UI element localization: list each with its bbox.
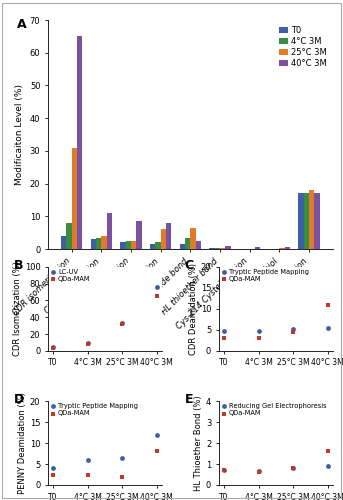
Y-axis label: PENNY Deamidation (%): PENNY Deamidation (%): [18, 392, 27, 494]
Text: A: A: [17, 18, 26, 30]
Bar: [215, 248, 220, 249]
Reducing Gel Electrophoresis: [290, 464, 296, 472]
Bar: [66, 223, 72, 249]
Bar: [96, 238, 101, 249]
Bar: [180, 244, 185, 249]
LC-UV: [50, 342, 56, 350]
QDa-MAM: [290, 328, 296, 336]
Bar: [220, 248, 225, 249]
Legend: LC-UV, QDa-MAM: LC-UV, QDa-MAM: [49, 268, 91, 283]
QDa-MAM: [85, 470, 91, 478]
LC-UV: [154, 283, 159, 291]
Y-axis label: Modificaiton Level (%): Modificaiton Level (%): [15, 84, 24, 185]
Legend: Tryptic Peptide Mapping, QDa-MAM: Tryptic Peptide Mapping, QDa-MAM: [220, 268, 309, 283]
Bar: [120, 242, 126, 249]
QDa-MAM: [256, 334, 261, 342]
QDa-MAM: [325, 300, 330, 308]
Bar: [137, 221, 142, 249]
Reducing Gel Electrophoresis: [256, 468, 261, 475]
Bar: [91, 239, 96, 249]
Bar: [72, 148, 77, 249]
Text: C: C: [185, 258, 194, 272]
Bar: [304, 194, 309, 249]
QDa-MAM: [50, 470, 56, 478]
Bar: [196, 241, 201, 249]
QDa-MAM: [221, 334, 227, 342]
Y-axis label: CDR Deamidation (%): CDR Deamidation (%): [189, 263, 198, 355]
Text: B: B: [14, 258, 23, 272]
Legend: Reducing Gel Electrophoresis, QDa-MAM: Reducing Gel Electrophoresis, QDa-MAM: [220, 402, 327, 417]
Y-axis label: HL Thioether Bond (%): HL Thioether Bond (%): [194, 395, 203, 491]
QDa-MAM: [119, 320, 125, 328]
Bar: [280, 248, 285, 249]
Bar: [126, 241, 131, 249]
Bar: [77, 36, 82, 249]
LC-UV: [119, 319, 125, 327]
Bar: [225, 246, 231, 249]
Bar: [285, 248, 290, 249]
Bar: [166, 223, 172, 249]
Tryptic Peptide Mapping: [154, 430, 159, 438]
QDa-MAM: [154, 292, 159, 300]
Bar: [309, 190, 315, 249]
Legend: Tryptic Peptide Mapping, QDa-MAM: Tryptic Peptide Mapping, QDa-MAM: [49, 402, 139, 417]
QDa-MAM: [256, 468, 261, 476]
QDa-MAM: [85, 340, 91, 347]
QDa-MAM: [290, 464, 296, 472]
Tryptic Peptide Mapping: [256, 327, 261, 335]
Y-axis label: CDR Isomerization (%): CDR Isomerization (%): [13, 262, 22, 356]
Tryptic Peptide Mapping: [325, 324, 330, 332]
Bar: [101, 236, 107, 249]
Bar: [155, 242, 161, 249]
Reducing Gel Electrophoresis: [325, 462, 330, 470]
Bar: [315, 194, 320, 249]
QDa-MAM: [50, 344, 56, 352]
Bar: [161, 230, 166, 249]
Reducing Gel Electrophoresis: [221, 466, 227, 474]
Text: E: E: [185, 392, 193, 406]
Bar: [209, 248, 215, 249]
Legend: T0, 4°C 3M, 25°C 3M, 40°C 3M: T0, 4°C 3M, 25°C 3M, 40°C 3M: [278, 24, 329, 70]
QDa-MAM: [325, 448, 330, 456]
Tryptic Peptide Mapping: [290, 324, 296, 332]
Tryptic Peptide Mapping: [50, 464, 56, 472]
Tryptic Peptide Mapping: [221, 326, 227, 334]
Bar: [131, 241, 137, 249]
Bar: [298, 194, 304, 249]
Bar: [190, 228, 196, 249]
Tryptic Peptide Mapping: [119, 454, 125, 462]
QDa-MAM: [154, 448, 159, 456]
QDa-MAM: [221, 466, 227, 474]
Bar: [185, 238, 190, 249]
Bar: [150, 244, 155, 249]
Bar: [61, 236, 66, 249]
QDa-MAM: [119, 472, 125, 480]
Bar: [107, 213, 112, 249]
LC-UV: [85, 339, 91, 347]
Bar: [255, 248, 260, 249]
Tryptic Peptide Mapping: [85, 456, 91, 464]
Text: D: D: [14, 392, 24, 406]
